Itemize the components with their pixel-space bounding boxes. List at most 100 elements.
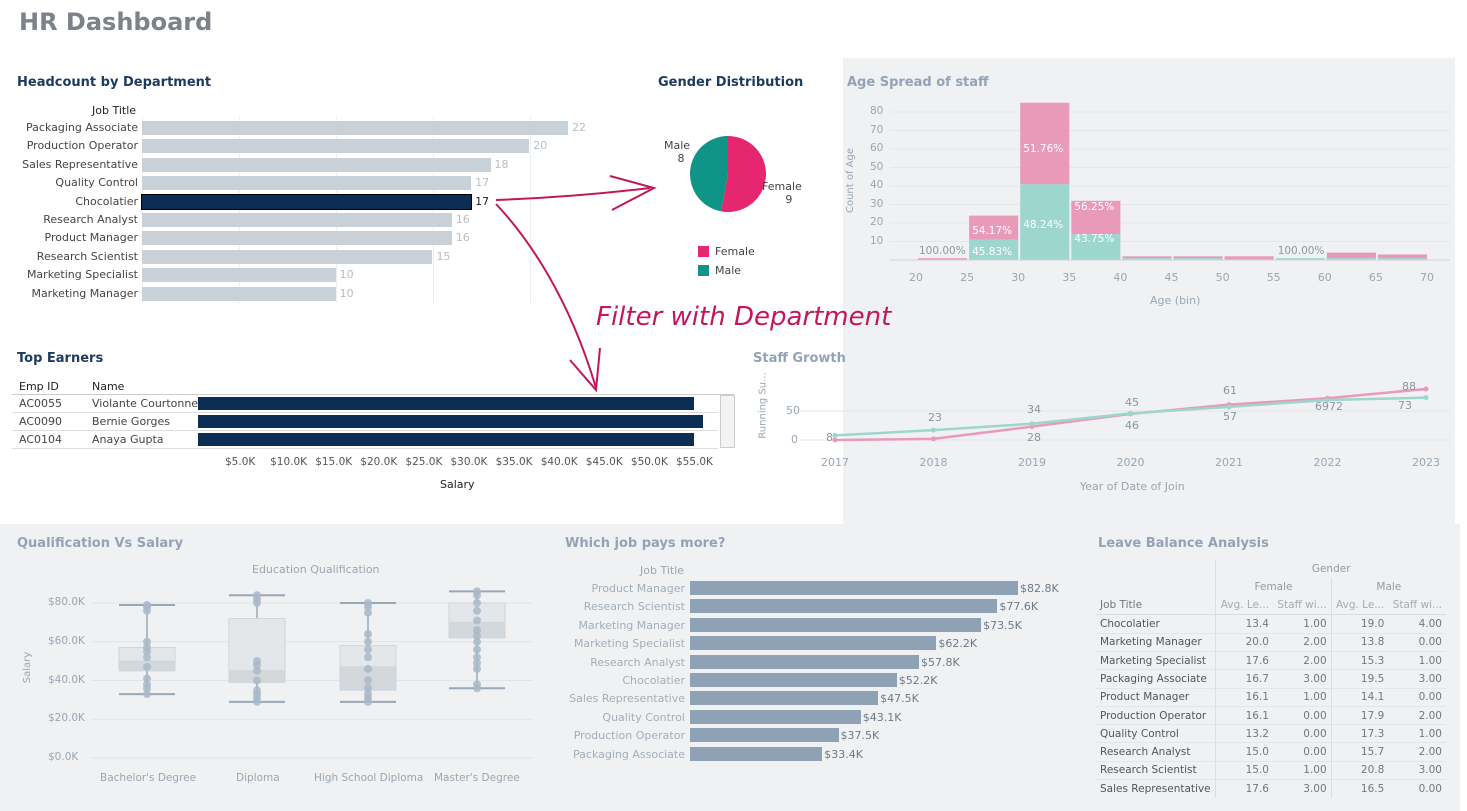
growth-point[interactable] — [832, 437, 838, 443]
qual-point[interactable] — [473, 599, 481, 607]
headcount-bar[interactable] — [142, 139, 530, 154]
qual-point[interactable] — [364, 676, 372, 685]
qual-point[interactable] — [143, 674, 151, 683]
leave-table-row[interactable]: Sales Representative 17.6 3.00 16.5 0.00 — [1096, 779, 1446, 798]
growth-point[interactable] — [931, 427, 936, 433]
qual-point[interactable] — [364, 630, 372, 638]
age-bar-male[interactable] — [1326, 258, 1376, 260]
age-bar-female[interactable] — [1020, 102, 1070, 185]
qual-point[interactable] — [473, 680, 481, 689]
age-bar-female[interactable] — [1377, 254, 1427, 259]
qual-point[interactable] — [143, 662, 151, 671]
top-earners-row[interactable]: AC0104 Anaya Gupta — [12, 431, 718, 449]
qual-point[interactable] — [143, 643, 151, 652]
pie-slice-female[interactable] — [721, 136, 766, 212]
age-bar-male[interactable] — [1377, 258, 1427, 260]
headcount-bar[interactable] — [142, 121, 568, 135]
jobpay-bar[interactable] — [690, 728, 839, 743]
jobpay-bar[interactable] — [690, 654, 919, 669]
jobpay-bar[interactable] — [690, 709, 861, 724]
qual-point[interactable] — [253, 676, 261, 685]
growth-point[interactable] — [832, 432, 838, 438]
jobpay-bar[interactable] — [690, 617, 982, 632]
age-bar-male[interactable] — [969, 239, 1019, 260]
growth-point[interactable] — [1423, 386, 1429, 392]
age-bar-male[interactable] — [1275, 258, 1325, 260]
leave-table-row[interactable]: Research Analyst 15.0 0.00 15.7 2.00 — [1096, 742, 1446, 762]
leave-table-row[interactable]: Packaging Associate 16.7 3.00 19.5 3.00 — [1096, 669, 1446, 689]
qual-point[interactable] — [143, 653, 151, 662]
jobpay-row[interactable]: Production Operator $37.5K — [560, 727, 1080, 744]
top-earners-bar[interactable] — [198, 397, 694, 410]
qual-point[interactable] — [143, 637, 151, 646]
top-earners-bar[interactable] — [198, 433, 694, 446]
leave-table-row[interactable]: Production Operator 16.1 0.00 17.9 2.00 — [1096, 706, 1446, 725]
age-bar-female[interactable] — [1122, 256, 1172, 259]
growth-point[interactable] — [1128, 410, 1133, 416]
age-bar-male[interactable] — [1122, 258, 1172, 260]
growth-point[interactable] — [1423, 395, 1429, 401]
headcount-row[interactable]: Sales Representative 18 — [10, 157, 610, 173]
age-bar-female[interactable] — [1173, 256, 1223, 259]
leave-table-row[interactable]: Marketing Manager 20.0 2.00 13.8 0.00 — [1096, 633, 1446, 652]
qual-point[interactable] — [364, 608, 372, 617]
growth-point[interactable] — [1226, 404, 1232, 410]
qual-point[interactable] — [143, 690, 151, 699]
age-bar-female[interactable] — [1224, 256, 1274, 260]
qual-point[interactable] — [473, 587, 481, 596]
leave-table-row[interactable]: Research Scientist 15.0 1.00 20.8 3.00 — [1096, 761, 1446, 780]
top-earners-scrollbar[interactable] — [720, 395, 735, 448]
legend-item-male[interactable]: Male — [698, 261, 755, 280]
qual-point[interactable] — [364, 690, 372, 699]
qual-point[interactable] — [253, 657, 261, 666]
leave-table-row[interactable]: Marketing Specialist 17.6 2.00 15.3 1.00 — [1096, 651, 1446, 670]
headcount-bar[interactable] — [142, 176, 472, 191]
qual-point[interactable] — [253, 591, 261, 600]
qual-point[interactable] — [473, 626, 481, 635]
top-earners-row[interactable]: AC0055 Violante Courtonne — [12, 395, 718, 413]
headcount-bar[interactable] — [140, 193, 473, 210]
qual-point[interactable] — [253, 686, 261, 695]
qual-point[interactable] — [364, 645, 372, 654]
qual-point[interactable] — [473, 637, 481, 646]
qual-point[interactable] — [143, 680, 151, 689]
headcount-bar[interactable] — [142, 286, 336, 301]
top-earners-row[interactable]: AC0090 Bernie Gorges — [12, 413, 718, 431]
growth-point[interactable] — [931, 436, 936, 442]
qual-point[interactable] — [253, 666, 261, 675]
jobpay-bar[interactable] — [690, 599, 998, 614]
leave-table-row[interactable]: Product Manager 16.1 1.00 14.1 0.00 — [1096, 688, 1446, 707]
qual-point[interactable] — [473, 653, 481, 662]
qual-point[interactable] — [473, 631, 481, 640]
growth-point[interactable] — [1029, 421, 1035, 427]
jobpay-bar[interactable] — [690, 691, 879, 706]
headcount-bar[interactable] — [142, 157, 491, 172]
headcount-bar[interactable] — [142, 268, 336, 283]
age-bar-female[interactable] — [1071, 200, 1121, 235]
jobpay-row[interactable]: Product Manager $82.8K — [560, 580, 1080, 597]
jobpay-row[interactable]: Marketing Specialist $62.2K — [560, 635, 1080, 652]
headcount-row[interactable]: Research Analyst 16 — [10, 212, 610, 228]
headcount-row[interactable]: Marketing Manager 10 — [10, 286, 610, 302]
headcount-row[interactable]: Packaging Associate 22 — [10, 120, 610, 136]
jobpay-bar[interactable] — [690, 746, 823, 761]
leave-table-row[interactable]: Quality Control 13.2 0.00 17.3 1.00 — [1096, 724, 1446, 743]
qual-point[interactable] — [364, 653, 372, 662]
headcount-bar[interactable] — [142, 213, 452, 227]
qual-point[interactable] — [473, 664, 481, 673]
qual-point[interactable] — [473, 659, 481, 668]
jobpay-bar[interactable] — [690, 636, 937, 651]
jobpay-row[interactable]: Packaging Associate $33.4K — [560, 746, 1080, 763]
headcount-row[interactable]: Product Manager 16 — [10, 230, 610, 246]
jobpay-row[interactable]: Quality Control $43.1K — [560, 709, 1080, 726]
jobpay-row[interactable]: Research Scientist $77.6K — [560, 598, 1080, 615]
headcount-bar[interactable] — [142, 249, 433, 264]
jobpay-row[interactable]: Sales Representative $47.5K — [560, 690, 1080, 707]
qual-point[interactable] — [473, 606, 481, 615]
age-bar-male[interactable] — [1020, 184, 1070, 260]
pie-slice-male[interactable] — [690, 136, 728, 212]
leave-table-row[interactable]: Chocolatier 13.4 1.00 19.0 4.00 — [1096, 614, 1446, 634]
qual-point[interactable] — [364, 684, 372, 693]
jobpay-bar[interactable] — [690, 673, 897, 687]
headcount-row[interactable]: Quality Control 17 — [10, 175, 610, 191]
